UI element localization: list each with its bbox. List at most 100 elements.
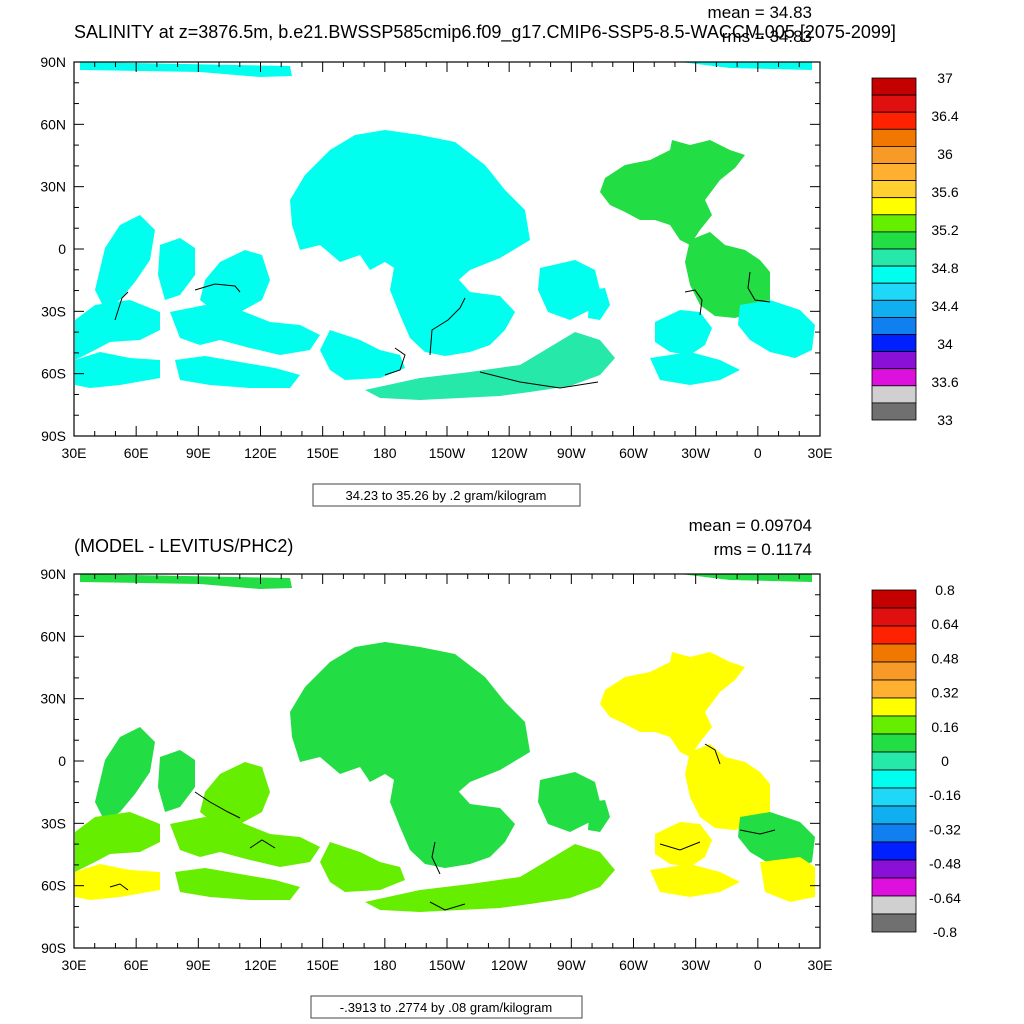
x-tick-label: 30W	[681, 957, 711, 973]
colorbar-swatch	[871, 214, 917, 233]
contour-line	[114, 291, 129, 321]
colorbar-swatch	[871, 128, 917, 147]
x-tick-label: 180	[373, 957, 397, 973]
contour-lines	[114, 271, 771, 389]
y-tick-label: 60N	[40, 116, 66, 132]
contour-line	[704, 743, 721, 765]
ocean-region-east-south	[760, 857, 815, 902]
colorbar-swatch	[871, 282, 917, 301]
colorbar-label: -0.64	[929, 890, 961, 906]
colorbar-swatch	[871, 351, 917, 370]
colorbar: 0.8 0.64 0.48 0.32 0.16 0 -0.16 -0.32 -0.48 -0.64…	[871, 582, 961, 940]
y-tick-label: 30N	[40, 691, 66, 707]
x-tick-label: 60E	[124, 445, 149, 461]
x-tick-label: 60W	[619, 957, 649, 973]
y-tick-label: 30N	[40, 179, 66, 195]
x-tick-label: 120E	[244, 445, 277, 461]
x-tick-label: 120W	[491, 957, 528, 973]
salinity-panel: SALINITY at z=3876.5m, b.e21.BWSSP585cmi…	[40, 3, 959, 507]
ocean-region-arctic-east	[680, 62, 812, 70]
contour-line	[747, 271, 771, 303]
mean-label: mean = 0.09704	[689, 516, 812, 535]
colorbar-swatch	[871, 248, 917, 267]
range-label-box	[310, 995, 583, 1019]
colorbar: 37 36.4 36 35.6 35.2 34.8 34.4 34 33.6 33	[871, 70, 959, 428]
colorbar-label: -0.32	[929, 821, 961, 837]
ocean-region-pacific	[290, 642, 530, 795]
colorbar-swatch	[871, 877, 917, 897]
colorbar-label: 33	[937, 412, 953, 428]
colorbar-swatch	[871, 913, 917, 933]
y-tick-label: 90N	[40, 566, 66, 582]
colorbar-label: 0	[941, 753, 949, 769]
ocean-region-south-6	[365, 332, 615, 400]
ocean-map	[75, 574, 815, 912]
x-tick-label: 150W	[429, 445, 466, 461]
colorbar-swatch	[871, 402, 917, 421]
range-label: -.3913 to .2774 by .08 gram/kilogram	[340, 1000, 552, 1015]
colorbar-label: 33.6	[931, 374, 958, 390]
x-tick-label: 180	[373, 445, 397, 461]
colorbar-swatch	[871, 805, 917, 825]
contour-line	[431, 841, 441, 875]
y-tick-label: 60S	[41, 878, 66, 894]
ocean-region-patagonia	[588, 288, 610, 320]
ocean-map	[75, 62, 815, 400]
x-tick-label: 150E	[306, 445, 339, 461]
colorbar-label: 35.2	[931, 222, 958, 238]
colorbar-swatch	[871, 607, 917, 627]
ocean-region-south-pacific-east	[538, 772, 600, 832]
contour-line	[684, 289, 703, 316]
colorbar-swatch	[871, 94, 917, 113]
colorbar-swatch	[871, 859, 917, 879]
x-tick-label: 60E	[124, 957, 149, 973]
x-tick-label: 120W	[491, 445, 528, 461]
ocean-region-weddell	[650, 864, 740, 897]
contour-line	[429, 901, 466, 911]
colorbar-label: 0.8	[935, 582, 955, 598]
x-tick-label: 90W	[557, 957, 587, 973]
range-label: 34.23 to 35.26 by .2 gram/kilogram	[346, 488, 547, 503]
x-tick-label: 90E	[186, 445, 211, 461]
ocean-region-south-4	[175, 356, 300, 388]
x-tick-label: 150W	[429, 957, 466, 973]
contour-line	[739, 829, 776, 835]
y-tick-label: 0	[58, 753, 66, 769]
rms-label: rms = 0.1174	[714, 540, 812, 559]
colorbar-swatch	[871, 299, 917, 318]
ocean-region-south-5	[320, 842, 405, 892]
y-tick-label: 60N	[40, 628, 66, 644]
ocean-region-south-3	[75, 352, 160, 388]
ocean-region-equatorial-atlantic	[685, 744, 770, 830]
ocean-region-south-2	[170, 305, 320, 355]
x-tick-label: 0	[754, 957, 762, 973]
ocean-region-south-1	[75, 812, 160, 872]
colorbar-swatch	[871, 715, 917, 735]
ocean-region-indian-central	[158, 238, 195, 300]
ocean-region-weddell	[650, 352, 740, 385]
contour-lines	[109, 743, 776, 911]
colorbar-swatch	[871, 751, 917, 771]
difference-panel: (MODEL - LEVITUS/PHC2) mean = 0.09704 rm…	[40, 516, 961, 1019]
x-tick-label: 90W	[557, 445, 587, 461]
x-tick-label: 30E	[62, 445, 87, 461]
ocean-region-pacific-south	[390, 770, 515, 868]
colorbar-swatch	[871, 231, 917, 250]
contour-line	[194, 283, 241, 293]
colorbar-swatch	[871, 77, 917, 96]
colorbar-label: 36	[937, 146, 953, 162]
colorbar-swatch	[871, 895, 917, 915]
colorbar-label: 36.4	[931, 108, 958, 124]
colorbar-swatch	[871, 111, 917, 130]
colorbar-swatch	[871, 334, 917, 353]
colorbar-swatch	[871, 316, 917, 335]
ocean-region-arctic-east	[680, 574, 812, 582]
x-tick-label: 30W	[681, 445, 711, 461]
colorbar-swatch	[871, 679, 917, 699]
colorbar-swatch	[871, 589, 917, 609]
colorbar-label: 0.64	[931, 616, 958, 632]
y-tick-label: 30S	[41, 815, 66, 831]
ocean-region-south-5	[320, 330, 405, 380]
